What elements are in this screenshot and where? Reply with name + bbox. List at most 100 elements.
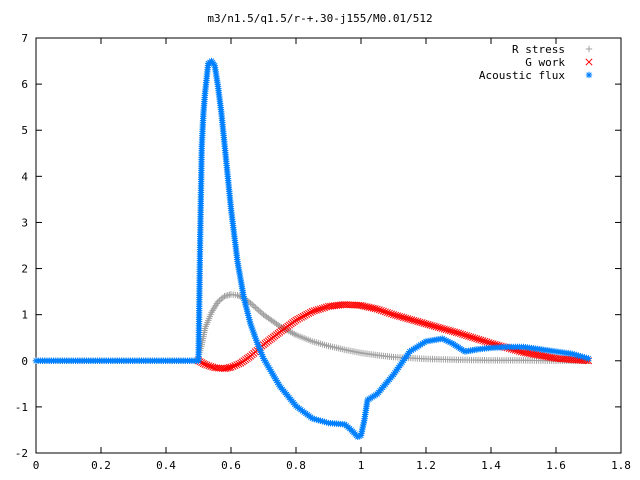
y-tick-label: 3 <box>21 216 28 229</box>
data-point <box>459 330 467 338</box>
data-point <box>271 319 279 326</box>
data-point <box>473 335 481 343</box>
data-point <box>270 318 277 325</box>
data-point <box>320 304 328 312</box>
data-point <box>469 333 477 342</box>
data-point <box>369 304 377 312</box>
data-point <box>471 334 479 342</box>
data-point <box>308 307 316 315</box>
y-tick-label: 5 <box>21 124 28 137</box>
series-acoustic-flux <box>32 57 592 441</box>
data-point <box>418 319 426 327</box>
y-tick-label: 7 <box>21 32 28 45</box>
data-point <box>207 362 215 370</box>
x-tick-label: 1.2 <box>416 459 436 472</box>
data-point <box>257 308 264 315</box>
legend-marker <box>585 71 593 79</box>
data-point <box>361 302 369 310</box>
y-tick-label: 4 <box>21 170 28 183</box>
data-point <box>389 311 398 319</box>
data-point <box>312 306 320 314</box>
data-point <box>306 308 314 316</box>
data-point <box>231 362 239 370</box>
plot-frame <box>35 37 622 454</box>
data-point <box>268 317 275 324</box>
data-point <box>373 305 381 313</box>
data-point <box>248 301 256 308</box>
data-point <box>316 305 324 313</box>
data-point <box>450 328 458 336</box>
data-point <box>456 330 465 338</box>
data-point <box>483 338 491 346</box>
data-point <box>440 325 448 333</box>
data-point <box>252 304 259 311</box>
data-point <box>318 304 326 312</box>
data-point <box>475 335 483 344</box>
data-point <box>408 316 416 324</box>
series-r-stress <box>32 291 592 364</box>
data-point <box>363 303 371 311</box>
data-point <box>359 302 367 310</box>
data-point <box>430 322 438 330</box>
data-point <box>310 307 318 315</box>
y-tick-label: -1 <box>15 401 28 414</box>
data-point <box>274 321 282 329</box>
data-point <box>398 313 406 321</box>
x-tick-label: 1.8 <box>611 459 631 472</box>
data-point <box>294 315 302 323</box>
data-point <box>477 336 485 344</box>
data-point <box>387 310 396 318</box>
data-point <box>481 337 489 345</box>
data-point <box>379 307 387 315</box>
data-point <box>253 305 261 313</box>
x-tick-label: 1.4 <box>481 459 501 472</box>
data-point <box>229 362 237 370</box>
data-point <box>416 318 424 326</box>
data-point <box>381 308 389 316</box>
data-point <box>273 320 280 328</box>
x-tick-label: 0.2 <box>91 459 111 472</box>
data-point <box>263 313 270 321</box>
data-point <box>438 324 446 333</box>
data-point <box>424 320 432 329</box>
data-point <box>357 301 365 309</box>
data-point <box>394 312 402 320</box>
data-point <box>377 306 385 315</box>
data-point <box>422 320 430 328</box>
data-point <box>448 327 456 335</box>
legend-label: R stress <box>512 43 565 56</box>
data-point <box>428 322 436 330</box>
data-point <box>371 305 379 313</box>
data-point <box>465 332 473 340</box>
legend-label: Acoustic flux <box>479 69 565 82</box>
data-point <box>412 317 420 325</box>
data-point <box>444 326 452 334</box>
data-point <box>479 337 487 345</box>
data-point <box>454 329 463 337</box>
data-point <box>436 324 444 332</box>
data-point <box>218 295 225 303</box>
data-point <box>297 313 305 321</box>
data-point <box>296 314 304 322</box>
data-point <box>467 333 475 341</box>
chart-title: m3/n1.5/q1.5/r-+.30-j155/M0.01/512 <box>207 12 432 25</box>
data-point <box>266 316 274 323</box>
data-point <box>385 309 393 317</box>
data-point <box>250 302 257 310</box>
data-point <box>214 298 222 305</box>
y-tick-label: 1 <box>21 309 28 322</box>
data-point <box>258 310 266 317</box>
data-point <box>301 311 309 319</box>
data-point <box>402 314 410 322</box>
data-point <box>432 323 440 331</box>
legend-marker <box>585 58 593 66</box>
data-point <box>201 360 209 369</box>
data-point <box>245 298 253 306</box>
x-tick-label: 0.8 <box>286 459 306 472</box>
y-tick-label: 6 <box>21 78 28 91</box>
data-point <box>255 307 262 314</box>
data-point <box>367 304 375 312</box>
legend-marker <box>585 45 593 53</box>
data-point <box>414 318 422 326</box>
